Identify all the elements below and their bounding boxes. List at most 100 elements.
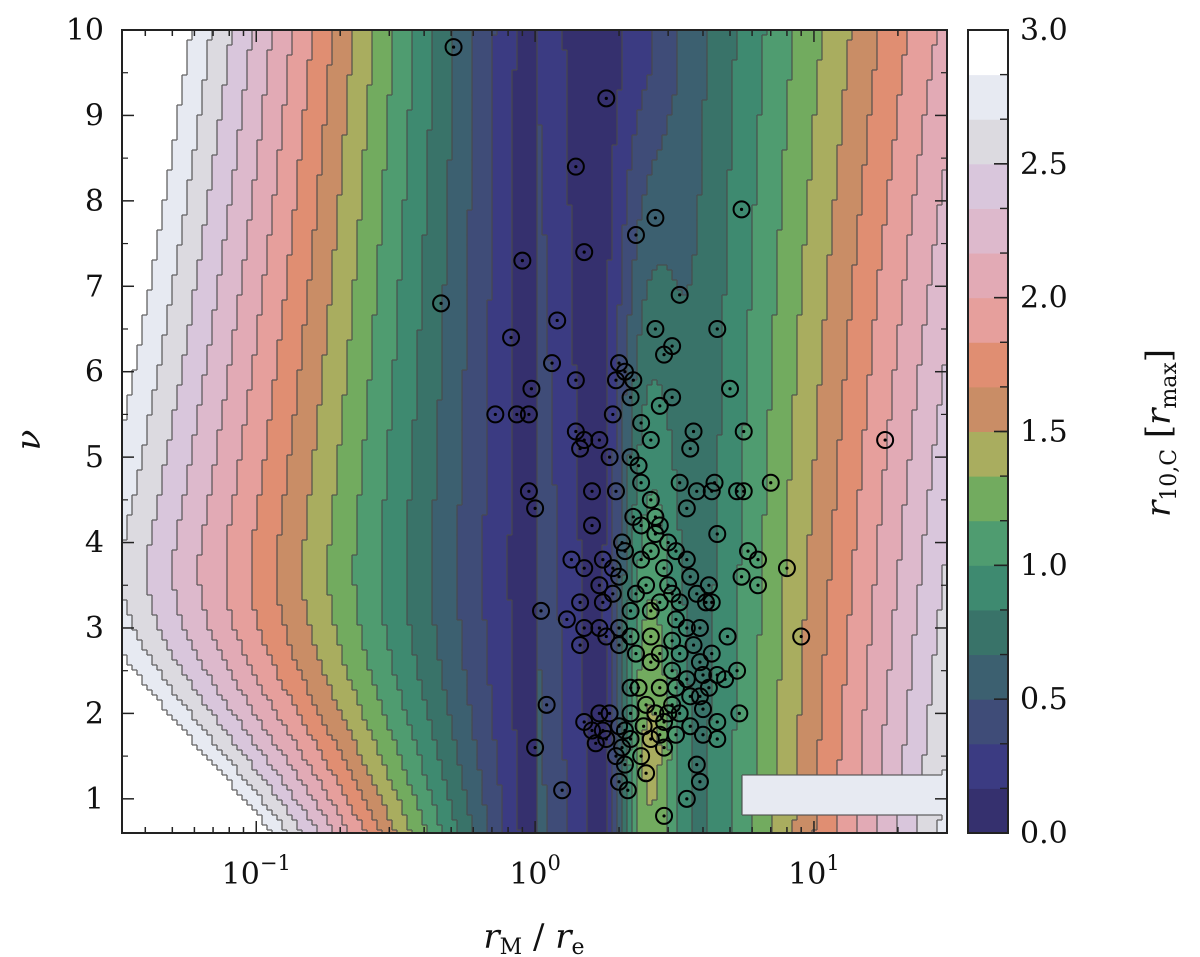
contour-band <box>617 630 623 636</box>
contour-band <box>612 625 618 631</box>
contour-band <box>247 695 268 701</box>
contour-band <box>632 135 663 141</box>
contour-band <box>862 175 893 181</box>
contour-band <box>757 135 788 141</box>
contour-band <box>152 540 178 546</box>
contour-band <box>567 200 613 206</box>
contour-band <box>187 475 213 481</box>
contour-band <box>612 495 623 501</box>
contour-band <box>762 40 793 46</box>
contour-band <box>822 380 843 386</box>
contour-band <box>717 465 743 471</box>
contour-band <box>352 60 373 66</box>
contour-band <box>217 685 238 691</box>
contour-band <box>867 680 888 686</box>
contour-band <box>132 510 158 516</box>
contour-band <box>617 570 628 576</box>
contour-band <box>612 180 628 186</box>
contour-band <box>182 505 208 511</box>
contour-band <box>122 95 183 101</box>
contour-band <box>237 310 263 316</box>
contour-band <box>702 115 733 121</box>
contour-band <box>472 70 493 76</box>
contour-band <box>352 335 373 341</box>
contour-band <box>447 195 473 201</box>
contour-band <box>677 505 718 511</box>
contour-band <box>377 310 398 316</box>
contour-band <box>327 65 353 71</box>
contour-band <box>492 190 513 196</box>
contour-band <box>462 415 488 421</box>
contour-band <box>802 265 828 271</box>
contour-band <box>337 455 363 461</box>
contour-band <box>572 205 613 211</box>
contour-band <box>737 700 758 706</box>
contour-band <box>382 555 408 561</box>
contour-band <box>122 585 148 591</box>
contour-band <box>422 695 448 701</box>
contour-band <box>607 315 618 321</box>
contour-band <box>617 580 623 586</box>
contour-band <box>392 660 418 666</box>
contour-band <box>537 695 543 701</box>
contour-band <box>197 430 218 436</box>
contour-band <box>372 340 398 346</box>
contour-band <box>742 515 763 521</box>
contour-band <box>727 170 758 176</box>
contour-band <box>782 615 808 621</box>
contour-band <box>762 550 788 556</box>
contour-band <box>282 610 308 616</box>
contour-band <box>912 430 938 436</box>
contour-band <box>337 205 363 211</box>
contour-band <box>237 140 258 146</box>
contour-band <box>352 295 378 301</box>
contour-band <box>122 240 158 246</box>
contour-band <box>492 105 513 111</box>
contour-band <box>192 150 218 156</box>
contour-band <box>452 75 473 81</box>
contour-band <box>697 210 728 216</box>
contour-band <box>627 330 643 336</box>
contour-band <box>632 415 643 421</box>
contour-band <box>882 245 908 251</box>
contour-band <box>492 100 513 106</box>
contour-band <box>607 345 618 351</box>
contour-band <box>732 130 758 136</box>
contour-band <box>757 660 783 666</box>
contour-band <box>492 50 518 56</box>
contour-band <box>637 370 723 376</box>
contour-band <box>417 400 438 406</box>
contour-band <box>617 110 638 116</box>
contour-band <box>612 570 618 576</box>
contour-band <box>197 720 218 726</box>
contour-band <box>342 440 363 446</box>
contour-band <box>372 45 393 51</box>
contour-band <box>317 655 343 661</box>
contour-band <box>822 700 843 706</box>
contour-band <box>547 315 573 321</box>
contour-band <box>442 340 468 346</box>
contour-band <box>652 55 678 61</box>
contour-band <box>717 535 743 541</box>
contour-band <box>407 600 433 606</box>
contour-band <box>932 70 947 76</box>
contour-band <box>722 420 748 426</box>
contour-band <box>537 125 543 131</box>
contour-band <box>872 110 898 116</box>
contour-band <box>407 515 433 521</box>
contour-band <box>537 185 543 191</box>
contour-band <box>292 650 318 656</box>
contour-band <box>612 235 623 241</box>
contour-band <box>887 695 908 701</box>
contour-band <box>122 535 128 541</box>
contour-band <box>612 685 618 691</box>
contour-band <box>362 165 388 171</box>
contour-band <box>162 210 188 216</box>
contour-band <box>122 65 188 71</box>
contour-band <box>882 485 908 491</box>
contour-band <box>942 565 947 571</box>
contour-band <box>227 395 248 401</box>
contour-band <box>122 370 133 376</box>
contour-band <box>892 645 913 651</box>
contour-band <box>617 100 643 106</box>
